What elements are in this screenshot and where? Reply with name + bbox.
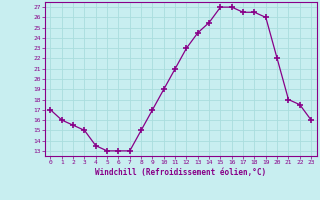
X-axis label: Windchill (Refroidissement éolien,°C): Windchill (Refroidissement éolien,°C) xyxy=(95,168,266,177)
